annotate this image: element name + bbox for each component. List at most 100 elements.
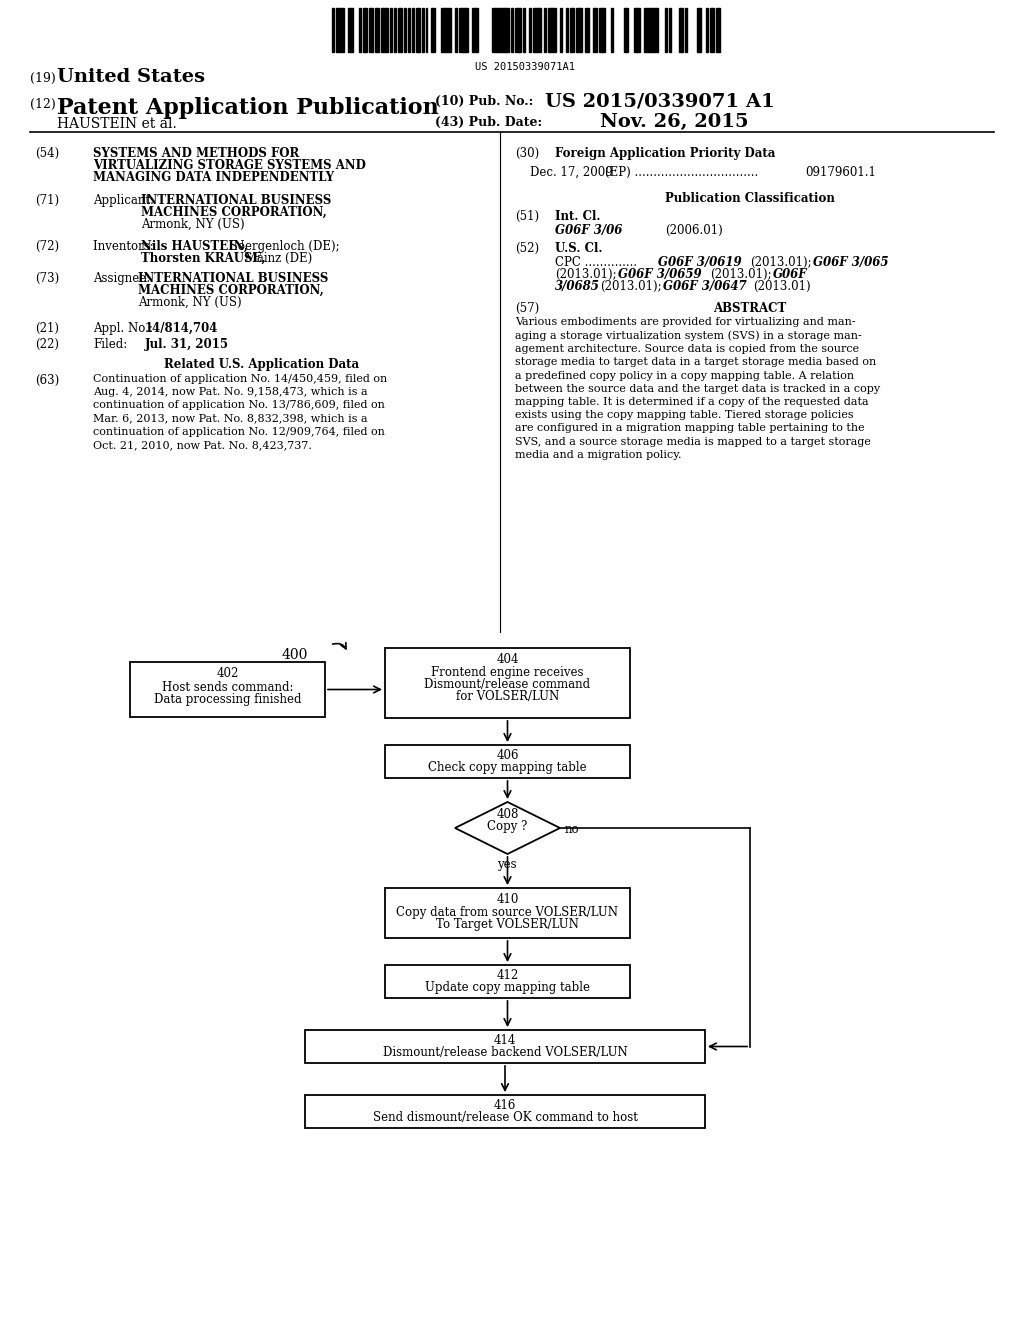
Bar <box>554 8 556 51</box>
Text: (10) Pub. No.:: (10) Pub. No.: <box>435 95 534 108</box>
Text: INTERNATIONAL BUSINESS: INTERNATIONAL BUSINESS <box>138 272 329 285</box>
Bar <box>517 8 519 51</box>
Bar <box>426 8 427 51</box>
Bar <box>443 8 445 51</box>
Text: Soergenloch (DE);: Soergenloch (DE); <box>226 240 340 253</box>
Text: 400: 400 <box>282 648 308 663</box>
Text: MANAGING DATA INDEPENDENTLY: MANAGING DATA INDEPENDENTLY <box>93 172 334 183</box>
Text: Data processing finished: Data processing finished <box>154 693 301 706</box>
Bar <box>651 8 653 51</box>
Bar <box>650 8 651 51</box>
Bar <box>385 744 630 777</box>
Bar <box>718 8 720 51</box>
Bar <box>404 8 407 51</box>
Text: Appl. No.:: Appl. No.: <box>93 322 157 335</box>
Text: Publication Classification: Publication Classification <box>665 191 835 205</box>
Bar <box>500 8 502 51</box>
Bar <box>342 8 344 51</box>
Bar <box>305 1096 705 1129</box>
Text: 414: 414 <box>494 1034 516 1047</box>
Text: yes: yes <box>498 858 517 871</box>
Text: Nov. 26, 2015: Nov. 26, 2015 <box>600 114 749 131</box>
Bar <box>627 8 629 51</box>
Text: INTERNATIONAL BUSINESS: INTERNATIONAL BUSINESS <box>141 194 332 207</box>
Bar <box>441 8 443 51</box>
Bar <box>519 8 521 51</box>
Text: 410: 410 <box>497 894 519 906</box>
Bar <box>336 8 338 51</box>
Bar <box>515 8 517 51</box>
Bar <box>506 8 508 51</box>
Text: Various embodiments are provided for virtualizing and man-
aging a storage virtu: Various embodiments are provided for vir… <box>515 317 880 459</box>
Text: MACHINES CORPORATION,: MACHINES CORPORATION, <box>138 284 324 297</box>
Bar <box>511 8 513 51</box>
Bar <box>433 8 435 51</box>
Bar <box>412 8 414 51</box>
Bar <box>447 8 449 51</box>
Bar <box>502 8 504 51</box>
Bar <box>305 1030 705 1063</box>
Bar <box>508 8 509 51</box>
Text: G06F 3/0619: G06F 3/0619 <box>658 256 741 269</box>
Bar <box>653 8 655 51</box>
Text: for VOLSER/LUN: for VOLSER/LUN <box>456 690 559 704</box>
Text: United States: United States <box>57 69 205 86</box>
Bar <box>332 8 334 51</box>
Bar <box>390 8 392 51</box>
Bar <box>593 8 595 51</box>
Bar <box>550 8 552 51</box>
Bar <box>340 8 342 51</box>
Bar <box>383 8 385 51</box>
Bar <box>601 8 603 51</box>
Bar <box>338 8 340 51</box>
Bar <box>461 8 463 51</box>
Bar <box>467 8 468 51</box>
Bar <box>679 8 681 51</box>
Text: 404: 404 <box>497 653 519 667</box>
Bar <box>545 8 547 51</box>
Bar <box>666 8 668 51</box>
Text: 402: 402 <box>216 667 239 680</box>
Text: To Target VOLSER/LUN: To Target VOLSER/LUN <box>436 917 579 931</box>
Bar <box>422 8 424 51</box>
Text: Foreign Application Priority Data: Foreign Application Priority Data <box>555 147 775 160</box>
Bar <box>569 8 571 51</box>
Bar <box>394 8 396 51</box>
Text: MACHINES CORPORATION,: MACHINES CORPORATION, <box>141 206 327 219</box>
Text: (63): (63) <box>35 374 59 387</box>
Text: Applicant:: Applicant: <box>93 194 158 207</box>
Text: (2013.01);: (2013.01); <box>710 268 772 281</box>
Bar <box>711 8 713 51</box>
Text: no: no <box>565 822 580 836</box>
Bar <box>713 8 714 51</box>
Bar <box>492 8 494 51</box>
Bar <box>364 8 366 51</box>
Bar <box>537 8 539 51</box>
Text: (54): (54) <box>35 147 59 160</box>
Bar <box>655 8 657 51</box>
Bar <box>636 8 638 51</box>
Text: (2013.01);: (2013.01); <box>600 280 662 293</box>
Text: US 20150339071A1: US 20150339071A1 <box>475 62 575 73</box>
Text: 09179601.1: 09179601.1 <box>805 166 876 180</box>
Bar <box>385 888 630 939</box>
Text: Dismount/release command: Dismount/release command <box>424 678 591 690</box>
Text: (2013.01);: (2013.01); <box>555 268 616 281</box>
Bar <box>535 8 537 51</box>
Bar <box>578 8 580 51</box>
Bar <box>599 8 601 51</box>
Bar <box>408 8 410 51</box>
Text: G06F 3/065: G06F 3/065 <box>813 256 889 269</box>
Text: 412: 412 <box>497 969 518 982</box>
Bar <box>455 8 457 51</box>
Bar <box>449 8 451 51</box>
Bar <box>366 8 367 51</box>
Bar <box>385 965 630 998</box>
Bar <box>707 8 709 51</box>
Text: U.S. Cl.: U.S. Cl. <box>555 242 602 255</box>
Bar <box>552 8 554 51</box>
Bar <box>496 8 498 51</box>
Text: G06F 3/0647: G06F 3/0647 <box>663 280 746 293</box>
Text: Mainz (DE): Mainz (DE) <box>241 252 312 265</box>
Bar <box>431 8 433 51</box>
